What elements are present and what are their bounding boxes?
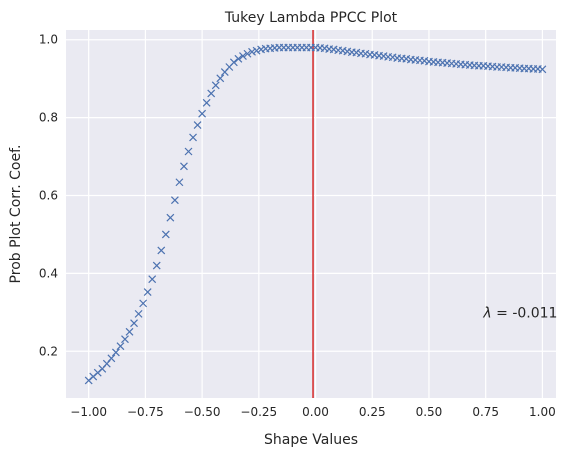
data-point — [102, 359, 111, 368]
lambda-symbol: λ — [482, 305, 491, 321]
data-points — [84, 43, 547, 385]
data-point — [166, 213, 175, 222]
data-point — [143, 288, 152, 297]
x-tick-labels: −1.00 −0.75 −0.50 −0.25 0.00 0.25 0.50 0.75 1.00 — [70, 405, 555, 419]
y-axis-label: Prob Plot Corr. Coef. — [8, 145, 24, 284]
x-tick-label: 0.00 — [302, 405, 329, 419]
data-point — [207, 89, 216, 98]
data-point — [202, 98, 211, 107]
data-point — [148, 275, 157, 284]
data-point — [116, 342, 125, 351]
data-point — [125, 327, 134, 336]
data-point — [157, 246, 166, 255]
y-tick-label: 0.8 — [39, 111, 58, 125]
data-point — [130, 319, 138, 328]
data-point — [193, 121, 202, 129]
data-point — [139, 299, 148, 308]
chart-title: Tukey Lambda PPCC Plot — [224, 10, 398, 26]
x-tick-label: −0.50 — [184, 405, 221, 419]
lambda-annotation: λ = -0.011 — [482, 305, 557, 321]
y-tick-labels: 0.2 0.4 0.6 0.8 1.0 — [39, 33, 58, 359]
data-point — [239, 52, 247, 61]
data-point — [252, 46, 261, 55]
data-point — [161, 230, 170, 239]
x-tick-label: 0.75 — [472, 405, 499, 419]
lambda-value: = -0.011 — [492, 305, 558, 321]
data-point — [134, 309, 143, 318]
data-point — [175, 178, 184, 187]
data-point — [107, 354, 116, 363]
data-point — [234, 54, 243, 63]
x-tick-label: −0.25 — [240, 405, 277, 419]
x-tick-label: 1.00 — [529, 405, 556, 419]
grid-lines — [66, 30, 556, 398]
y-tick-label: 0.6 — [39, 189, 58, 203]
y-tick-label: 0.4 — [39, 266, 58, 280]
data-point — [111, 348, 120, 357]
data-point — [170, 196, 179, 205]
data-point — [538, 65, 547, 74]
data-point — [152, 261, 161, 270]
data-point — [184, 147, 193, 156]
x-axis-label: Shape Values — [264, 432, 358, 448]
data-point — [180, 162, 188, 171]
x-tick-label: 0.50 — [416, 405, 443, 419]
y-tick-label: 1.0 — [39, 33, 58, 47]
data-point — [243, 49, 252, 58]
data-point — [216, 74, 225, 83]
plot-background — [66, 30, 556, 398]
data-point — [248, 47, 256, 56]
data-point — [198, 109, 207, 118]
x-tick-label: 0.25 — [359, 405, 386, 419]
y-tick-label: 0.2 — [39, 344, 58, 358]
data-point — [189, 133, 197, 142]
data-point — [121, 335, 129, 344]
x-tick-label: −0.75 — [127, 405, 164, 419]
data-point — [229, 58, 238, 67]
data-point — [211, 81, 220, 90]
x-tick-label: −1.00 — [70, 405, 107, 419]
